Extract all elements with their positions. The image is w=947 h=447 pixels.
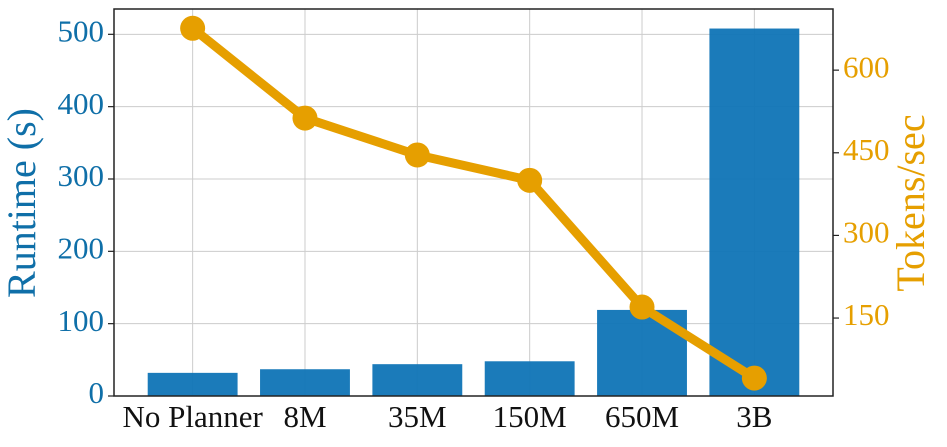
bar — [484, 361, 575, 396]
y-tick-label: 400 — [58, 86, 105, 121]
bar — [372, 364, 463, 396]
x-tick-label: 35M — [388, 399, 447, 434]
y-tick-label: 100 — [58, 303, 105, 338]
point — [629, 294, 655, 320]
point — [404, 142, 430, 168]
point — [517, 167, 543, 193]
y-tick-label: 500 — [58, 13, 105, 48]
line — [189, 24, 757, 382]
y2-tick-label: 600 — [843, 49, 890, 84]
y2-tick-label: 450 — [843, 132, 890, 167]
point — [292, 105, 318, 131]
x-tick-label: 8M — [283, 399, 326, 434]
x-tick-label: 650M — [605, 399, 679, 434]
y2-tick-label: 300 — [843, 215, 890, 250]
y2-tick-label: 150 — [843, 297, 890, 332]
point — [741, 365, 767, 391]
x-tick-label: No Planner — [122, 399, 263, 434]
plot-frame — [113, 8, 834, 397]
x-tick-label: 150M — [493, 399, 567, 434]
bar — [260, 369, 350, 396]
x-tick-label: 3B — [736, 399, 772, 434]
y-tick-label: 0 — [89, 375, 105, 410]
y2-axis-label: Tokens/sec — [888, 114, 933, 291]
y-tick-label: 300 — [58, 158, 105, 193]
y-axis-label: Runtime (s) — [0, 108, 44, 298]
y-tick-label: 200 — [58, 230, 105, 265]
bar — [709, 28, 800, 396]
bar — [147, 372, 238, 396]
point — [180, 15, 206, 41]
